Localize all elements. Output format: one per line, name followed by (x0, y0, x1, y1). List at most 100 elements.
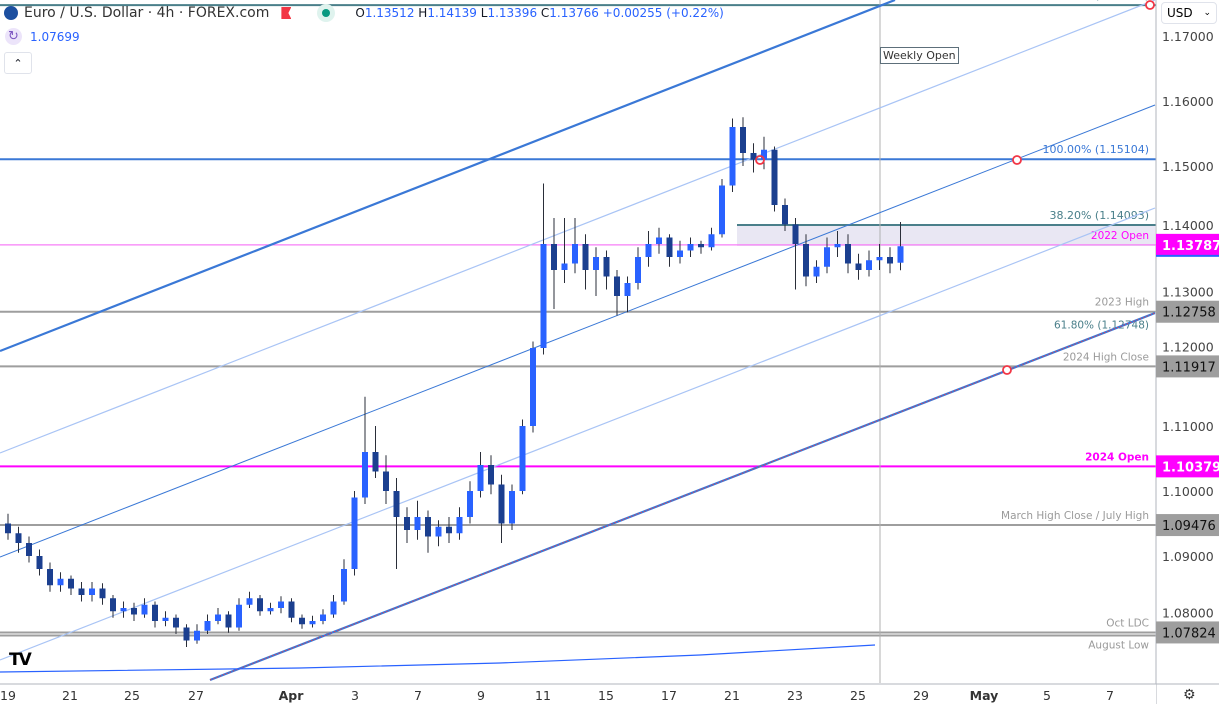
candle[interactable] (855, 253, 862, 280)
candle[interactable] (656, 227, 662, 254)
candle[interactable] (624, 276, 631, 313)
candle[interactable] (509, 484, 515, 531)
candle[interactable] (120, 601, 127, 618)
candle[interactable] (488, 455, 494, 495)
anchor-point-circle[interactable] (755, 155, 765, 165)
indicator-refresh-icon[interactable]: ↻ (5, 28, 22, 45)
candle[interactable] (708, 227, 715, 251)
candle[interactable] (425, 510, 431, 553)
candle[interactable] (698, 240, 704, 254)
candle[interactable] (36, 549, 43, 576)
candle[interactable] (183, 624, 190, 647)
candle[interactable] (824, 237, 830, 274)
candle[interactable] (309, 615, 316, 628)
candle[interactable] (761, 136, 767, 170)
candle[interactable] (876, 244, 883, 270)
market-status-icon[interactable] (317, 4, 336, 22)
candle[interactable] (719, 179, 725, 238)
candle[interactable] (677, 240, 683, 264)
candle[interactable] (404, 507, 410, 543)
candle[interactable] (614, 270, 620, 316)
candle[interactable] (110, 595, 116, 618)
candle[interactable] (383, 455, 389, 504)
time-axis[interactable] (0, 684, 1156, 704)
candle[interactable] (834, 231, 841, 257)
candle[interactable] (498, 474, 505, 543)
upper-channel-line[interactable] (0, 0, 896, 353)
candle[interactable] (540, 183, 547, 355)
anchor-point-circle[interactable] (1002, 365, 1012, 375)
anchor-point-circle[interactable] (1012, 155, 1022, 165)
candle[interactable] (362, 396, 368, 504)
tradingview-logo[interactable]: TV (9, 650, 32, 670)
candle[interactable] (414, 500, 421, 540)
candle[interactable] (131, 602, 137, 621)
channel-line-upper-light[interactable] (0, 0, 1156, 454)
candle[interactable] (792, 218, 799, 290)
channel-line-lower-light[interactable] (0, 207, 1156, 661)
price-axis[interactable] (1156, 0, 1219, 704)
candle[interactable] (320, 609, 326, 625)
candle[interactable] (750, 143, 757, 173)
candle[interactable] (456, 507, 463, 540)
candle[interactable] (152, 601, 158, 628)
candle[interactable] (771, 146, 778, 212)
candle[interactable] (593, 247, 599, 296)
candle[interactable] (26, 536, 32, 563)
candle[interactable] (446, 517, 452, 543)
candle[interactable] (519, 419, 526, 495)
candle[interactable] (666, 234, 673, 267)
candle[interactable] (330, 595, 337, 618)
candle[interactable] (288, 598, 295, 623)
candle[interactable] (299, 614, 305, 629)
candle[interactable] (603, 250, 610, 290)
candle[interactable] (393, 478, 400, 569)
candle[interactable] (68, 575, 74, 596)
candle[interactable] (204, 614, 211, 635)
candle[interactable] (572, 218, 578, 274)
candle[interactable] (15, 526, 22, 553)
candle[interactable] (215, 608, 221, 625)
candle[interactable] (782, 198, 788, 232)
candle[interactable] (887, 247, 893, 274)
channel-median-line[interactable] (0, 104, 1156, 558)
candle[interactable] (173, 614, 179, 635)
candle[interactable] (225, 611, 232, 633)
candle[interactable] (5, 513, 11, 540)
candle[interactable] (477, 452, 484, 498)
candle[interactable] (278, 596, 284, 614)
candle[interactable] (236, 598, 242, 631)
candle[interactable] (845, 234, 851, 274)
candle[interactable] (194, 624, 200, 644)
candle[interactable] (803, 234, 809, 287)
candle[interactable] (729, 118, 736, 192)
candle[interactable] (57, 572, 64, 592)
candle[interactable] (635, 247, 641, 290)
candle[interactable] (561, 218, 568, 283)
candle[interactable] (267, 602, 274, 615)
symbol-title[interactable]: Euro / U.S. Dollar · 4h · FOREX.com (24, 5, 270, 21)
candle[interactable] (813, 260, 820, 283)
candle[interactable] (530, 341, 536, 433)
candle[interactable] (866, 250, 872, 277)
candle[interactable] (645, 231, 652, 267)
candle[interactable] (99, 583, 106, 605)
candle[interactable] (246, 591, 253, 608)
candle[interactable] (435, 520, 442, 547)
candle[interactable] (582, 234, 589, 290)
currency-selector[interactable]: USD ⌄ (1161, 2, 1217, 24)
candle[interactable] (372, 426, 379, 478)
candle[interactable] (141, 598, 148, 618)
candle[interactable] (687, 237, 694, 258)
flag-icon[interactable] (281, 7, 292, 19)
anchor-point-circle[interactable] (1145, 0, 1155, 10)
candle[interactable] (740, 117, 746, 166)
settings-icon[interactable]: ⚙ (1183, 687, 1196, 703)
candle[interactable] (351, 491, 358, 576)
candle[interactable] (89, 582, 95, 602)
candle[interactable] (162, 611, 169, 627)
candle[interactable] (257, 595, 263, 616)
candle[interactable] (467, 481, 473, 524)
candle[interactable] (47, 562, 53, 592)
